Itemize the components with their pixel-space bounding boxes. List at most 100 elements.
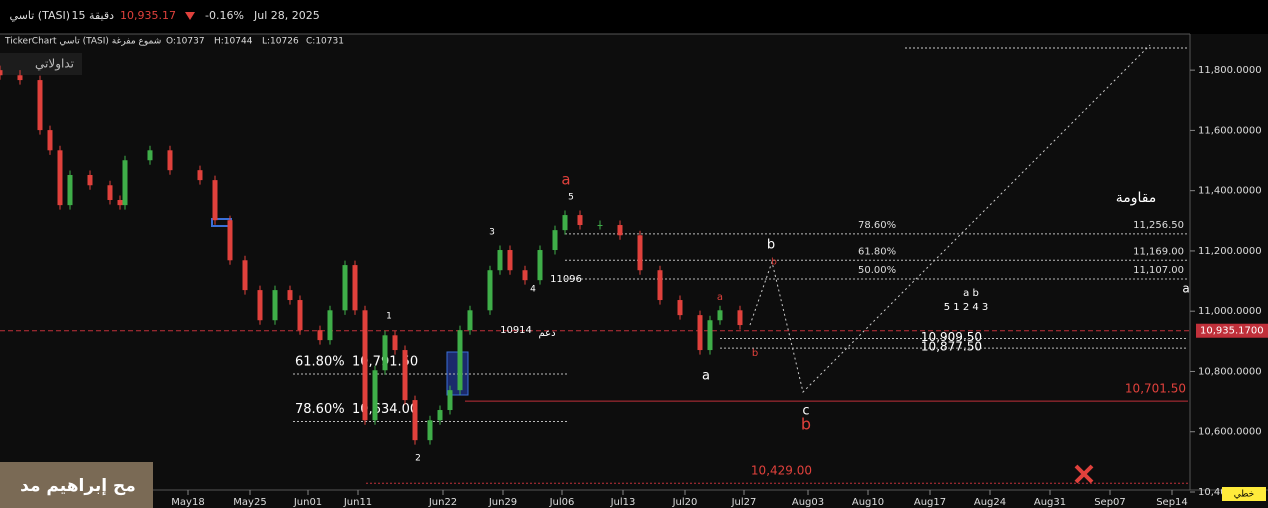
annotation: 10914	[500, 325, 532, 336]
style-label[interactable]: خطي	[1234, 490, 1254, 500]
x-tick-label: Jul06	[549, 497, 575, 508]
candle-body	[212, 180, 218, 221]
interval: 15 دقيقة	[72, 9, 115, 22]
candle-body	[707, 320, 713, 351]
watermark-box	[0, 53, 82, 75]
ohlc-close: C:10731	[306, 37, 344, 47]
x-tick-label: Jun22	[428, 497, 457, 508]
projection	[749, 44, 1151, 393]
annotation: 2	[415, 454, 421, 464]
fib-value: 11,169.00	[1133, 246, 1184, 257]
candle-body	[57, 150, 63, 206]
annotation: b	[752, 348, 758, 359]
candle-body	[362, 310, 368, 421]
y-tick-label: 11,400.0000	[1198, 186, 1262, 197]
fib-value: 10,634.00	[352, 402, 418, 417]
annotation: c	[802, 404, 809, 419]
fib-label: 78.60%	[858, 220, 896, 231]
candle-body	[562, 215, 568, 231]
last-price-box	[1196, 323, 1268, 338]
candle-body	[287, 290, 293, 301]
candle-body	[47, 130, 53, 151]
price: 10,935.17	[120, 9, 176, 22]
y-tick-label: 11,000.0000	[1198, 306, 1262, 317]
x-tick-label: Aug24	[974, 497, 1006, 508]
annotation: 5	[568, 193, 574, 203]
x-tick-label: May18	[171, 497, 204, 508]
candle-body	[392, 335, 398, 351]
candle-body	[382, 335, 388, 371]
annotation: b	[767, 238, 775, 253]
annotation: 11096	[550, 274, 582, 285]
x-tick-label: Jul20	[672, 497, 698, 508]
candle-body	[327, 310, 333, 341]
candle-body	[297, 300, 303, 331]
candle-body	[317, 330, 323, 341]
fib-value: 11,107.00	[1133, 265, 1184, 276]
candle-body	[87, 175, 93, 186]
candle-body	[447, 390, 453, 411]
candle-body	[227, 220, 233, 261]
source: TickerChart تاسي (TASI) شموع مفرغة	[4, 37, 161, 47]
candle-body	[117, 200, 123, 206]
style-button[interactable]	[1222, 487, 1266, 501]
x-tick-label: Sep14	[1156, 497, 1188, 508]
candle-body	[257, 290, 263, 321]
support-value: 10,701.50	[1125, 382, 1186, 396]
x-tick-label: Jun01	[293, 497, 322, 508]
x-tick-label: Sep07	[1094, 497, 1126, 508]
candle-body	[507, 250, 513, 271]
last-price-label: 10,935.1700	[1200, 326, 1264, 337]
candle-body	[427, 420, 433, 441]
annotation: مقاومة	[1116, 190, 1157, 206]
candle-body	[17, 75, 23, 81]
candle-body	[147, 150, 153, 161]
candle-body	[677, 300, 683, 316]
candle-body	[372, 370, 378, 421]
annotation: a	[702, 369, 710, 384]
candle-body	[737, 310, 743, 326]
candle-body	[657, 270, 663, 301]
candle-body	[67, 175, 73, 206]
fib-label: 78.60%	[295, 402, 345, 417]
fib-label: 61.80%	[858, 246, 896, 257]
annotation: a	[717, 292, 723, 303]
candle-body	[167, 150, 173, 171]
candle-body	[197, 170, 203, 181]
candle-body	[637, 235, 643, 271]
down-arrow	[185, 12, 195, 20]
author-box	[0, 462, 153, 508]
y-tick-label: 11,200.0000	[1198, 246, 1262, 257]
y-tick-label: 10,800.0000	[1198, 366, 1262, 377]
candle-body	[437, 410, 443, 421]
candle-body	[107, 185, 113, 201]
x-tick-label: Aug03	[792, 497, 824, 508]
ohlc-high: H:10744	[214, 37, 253, 47]
ohlc-low: L:10726	[262, 37, 299, 47]
watermark: تداولاتي	[35, 57, 74, 72]
author: مح إبراهيم مد	[20, 476, 136, 496]
y-tick-label: 10,600.0000	[1198, 427, 1262, 438]
x-tick-label: May25	[233, 497, 266, 508]
support-value: 10,429.00	[751, 464, 812, 478]
fib-value: 11,256.50	[1133, 220, 1184, 231]
candle-body	[697, 315, 703, 351]
candle-body	[0, 70, 3, 76]
ohlc-open: O:10737	[166, 37, 205, 47]
annotation: a	[561, 171, 570, 189]
candle-body	[552, 230, 558, 251]
candle-body	[412, 400, 418, 441]
x-tick-label: Jun11	[343, 497, 372, 508]
annotation: 5 1 2 4 3	[944, 302, 989, 313]
fib-label: 61.80%	[295, 355, 345, 370]
annotation: b	[771, 258, 777, 268]
fib-label: 50.00%	[858, 265, 896, 276]
candle-body	[37, 80, 43, 131]
annotation: b	[801, 415, 811, 434]
annotation: a b	[963, 288, 979, 299]
annotation: 3	[489, 228, 495, 238]
header-bar	[0, 0, 1268, 34]
annotation: 4	[530, 285, 536, 295]
